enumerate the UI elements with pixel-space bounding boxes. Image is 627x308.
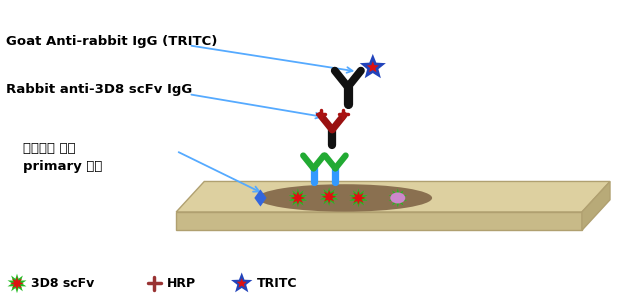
Polygon shape (10, 277, 24, 290)
Polygon shape (8, 274, 26, 293)
Polygon shape (255, 189, 266, 206)
Text: Rabbit anti-3D8 scFv IgG: Rabbit anti-3D8 scFv IgG (6, 83, 192, 96)
Text: HRP: HRP (167, 277, 196, 290)
Text: Goat Anti-rabbit IgG (TRITC): Goat Anti-rabbit IgG (TRITC) (6, 34, 218, 47)
Polygon shape (322, 190, 336, 204)
Polygon shape (389, 188, 407, 207)
Polygon shape (367, 61, 379, 72)
Polygon shape (231, 273, 253, 292)
Polygon shape (291, 191, 305, 205)
Polygon shape (349, 188, 367, 207)
Polygon shape (236, 278, 247, 288)
Ellipse shape (390, 192, 405, 204)
Polygon shape (351, 191, 366, 205)
Polygon shape (176, 212, 582, 230)
Polygon shape (582, 181, 610, 230)
Polygon shape (320, 187, 339, 206)
Text: 형질전환 동물
primary 세포: 형질전환 동물 primary 세포 (23, 142, 103, 173)
Ellipse shape (257, 184, 432, 212)
Polygon shape (360, 54, 386, 78)
Text: 3D8 scFv: 3D8 scFv (31, 277, 95, 290)
Text: TRITC: TRITC (257, 277, 298, 290)
Polygon shape (288, 188, 307, 207)
Polygon shape (176, 181, 610, 212)
